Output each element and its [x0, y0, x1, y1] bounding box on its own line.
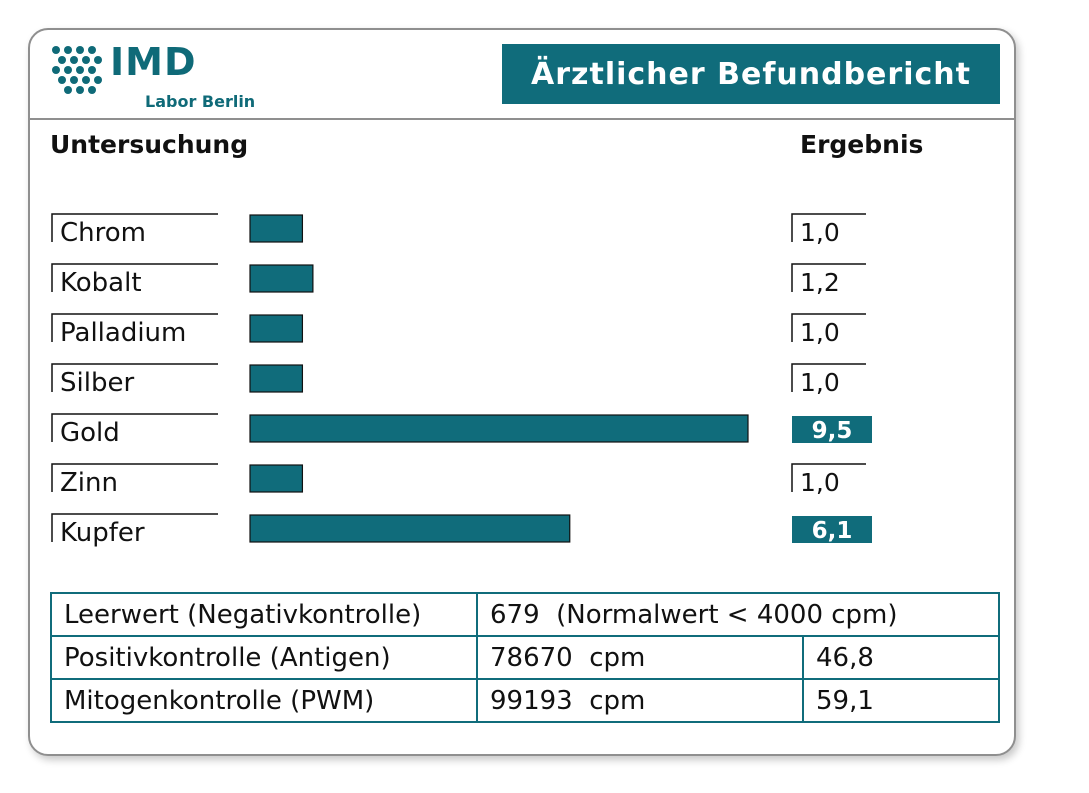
category-bracket-silber — [51, 363, 218, 392]
category-bracket-kupfer — [51, 513, 218, 542]
result-value-kobalt: 1,2 — [800, 268, 840, 297]
category-label-gold: Gold — [60, 418, 120, 448]
control-index: 46,8 — [802, 635, 1000, 680]
result-value-kupfer: 6,1 — [812, 518, 853, 544]
category-bracket-kobalt — [51, 263, 218, 292]
bar-chart: Chrom 1,0 Kobalt 1,2 Palladium 1,0 Silber 1,0 Go… — [51, 213, 872, 548]
result-value-chrom: 1,0 — [800, 218, 840, 247]
result-highlight-kupfer — [792, 516, 872, 543]
bar-silber — [249, 364, 304, 393]
category-label-palladium: Palladium — [60, 318, 186, 348]
header-divider — [30, 118, 1014, 120]
result-bracket-zinn — [791, 463, 866, 492]
control-value: 99193 cpm — [476, 678, 804, 723]
column-header-ergebnis: Ergebnis — [800, 130, 924, 159]
controls-table: Leerwert (Negativkontrolle) 679 (Normalwe… — [50, 592, 1000, 723]
logo: IMD Labor Berlin — [50, 40, 270, 112]
result-bracket-palladium — [791, 313, 866, 342]
controls-row: Leerwert (Negativkontrolle) 679 (Normalwe… — [50, 592, 1000, 637]
control-label: Leerwert (Negativkontrolle) — [50, 592, 478, 637]
control-value: 78670 cpm — [476, 635, 804, 680]
result-bracket-chrom — [791, 213, 866, 242]
column-header-untersuchung: Untersuchung — [50, 130, 249, 159]
report-title: Ärztlicher Befundbericht — [502, 44, 1000, 104]
category-bracket-zinn — [51, 463, 218, 492]
controls-row: Mitogenkontrolle (PWM) 99193 cpm 59,1 — [50, 678, 1000, 723]
category-label-kupfer: Kupfer — [60, 518, 145, 548]
bar-kupfer — [249, 514, 571, 543]
logo-subtext: Labor Berlin — [145, 92, 256, 111]
category-bracket-chrom — [51, 213, 218, 242]
bar-palladium — [249, 314, 304, 343]
bar-kobalt — [249, 264, 314, 293]
result-value-palladium: 1,0 — [800, 318, 840, 347]
bar-zinn — [249, 464, 304, 493]
control-label: Mitogenkontrolle (PWM) — [50, 678, 478, 723]
control-value: 679 (Normalwert < 4000 cpm) — [476, 592, 1000, 637]
logo-dots-icon — [52, 46, 102, 94]
category-label-chrom: Chrom — [60, 218, 146, 248]
control-index: 59,1 — [802, 678, 1000, 723]
controls-row: Positivkontrolle (Antigen) 78670 cpm 46,8 — [50, 635, 1000, 680]
logo-text: IMD — [110, 40, 197, 84]
result-value-gold: 9,5 — [812, 418, 853, 444]
result-value-zinn: 1,0 — [800, 468, 840, 497]
result-bracket-kobalt — [791, 263, 866, 292]
control-label: Positivkontrolle (Antigen) — [50, 635, 478, 680]
report-card: IMD Labor Berlin Ärztlicher Befundberich… — [28, 28, 1016, 756]
category-bracket-gold — [51, 413, 218, 442]
result-highlight-gold — [792, 416, 872, 443]
bar-chrom — [249, 214, 304, 243]
category-label-kobalt: Kobalt — [60, 268, 142, 298]
category-bracket-palladium — [51, 313, 218, 342]
category-label-silber: Silber — [60, 368, 134, 398]
bar-gold — [249, 414, 749, 443]
result-bracket-silber — [791, 363, 866, 392]
result-value-silber: 1,0 — [800, 368, 840, 397]
category-label-zinn: Zinn — [60, 468, 118, 498]
